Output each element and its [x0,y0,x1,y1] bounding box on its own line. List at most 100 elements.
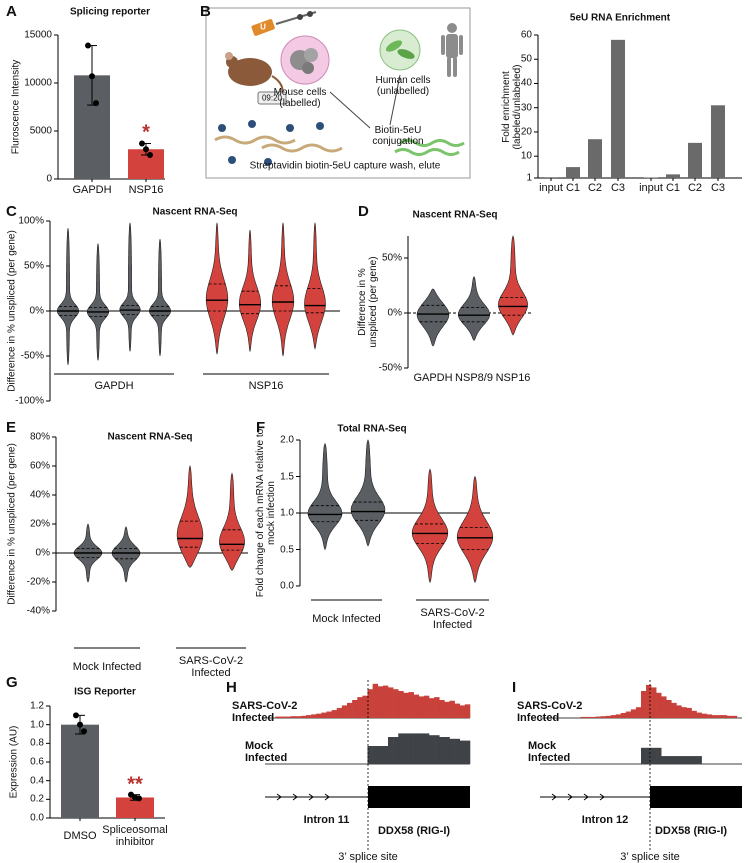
coverage-bin [326,711,332,718]
violin [205,222,229,355]
x-tick-label: DMSO [63,830,97,842]
panel-letter: A [6,3,17,20]
coverage-bin [721,715,728,718]
violin [271,222,295,357]
coverage-bin [300,715,307,718]
rna-strands [214,135,465,156]
strand-arrow [292,793,298,801]
panel-letter: H [226,679,237,696]
y-tick-label: 20% [29,518,50,530]
coverage-bin [681,756,687,764]
coverage-bin [726,715,733,718]
chart-title: Nascent RNA-Seq [152,206,238,218]
coverage-bin [620,712,627,718]
coverage-bin [666,756,672,764]
schematic-label: Biotin-5eU conjugation [372,125,424,147]
violin [148,238,172,357]
coverage-bin [646,684,652,718]
y-tick-label: 40% [29,489,50,501]
panel-letter: G [6,674,18,691]
y-tick-label: 0.0 [280,580,294,592]
coverage-bin [641,747,647,764]
y-axis-label: Fluroscence Intensity [10,59,22,155]
significance-mark: * [142,121,150,144]
y-axis-label: Difference in % unspliced (per gene) [357,256,379,348]
splice-site-label: 3’ splice site [620,851,680,863]
y-axis-label: Fold enrichment (labeled/unlabeled) [501,64,523,150]
y-axis-label: Expression (AU) [8,725,20,799]
coverage-bin [341,705,348,718]
coverage-bin [372,683,379,718]
x-tick-label: C3 [710,182,726,194]
y-tick-label: 60% [29,460,50,472]
y-tick-label: 0% [35,547,50,559]
coverage-bin [706,714,712,718]
exon-label: DDX58 (RIG-I) [377,825,451,837]
coverage-bin [661,756,667,764]
strand-arrow [551,793,557,801]
coverage-bin [357,697,363,718]
data-point [89,73,95,80]
violin [350,439,386,547]
beads [218,120,324,166]
coverage-bin [408,692,414,718]
y-tick-label: 50% [381,252,402,264]
coverage-bin [377,746,384,764]
coverage-bin [439,737,445,764]
intron-label: Intron 12 [581,814,629,826]
y-tick-label: -100% [15,395,44,407]
coverage-bin [459,740,466,764]
coverage-bin [635,707,642,718]
strand-arrow [308,793,314,801]
coverage-bin [454,738,461,764]
coverage-bin [398,691,404,718]
y-axis-label: Difference in % unspliced (per gene) [6,443,18,605]
coverage-bin [711,715,718,718]
coverage-bin [285,716,291,718]
strand-arrow [567,793,573,801]
coverage-bin [316,713,322,718]
coverage-bin [382,685,389,718]
x-tick-label: NSP16 [495,372,531,384]
y-tick-label: 1.0 [30,719,44,731]
strand-arrow [324,793,330,801]
y-tick-label: 30 [520,102,532,114]
x-tick-label: input [639,182,663,194]
coverage-bin [393,689,399,718]
y-tick-label: 0 [46,173,52,185]
schematic-label: Mouse cells (labelled) [273,87,327,109]
y-tick-label: 0% [387,307,402,319]
coverage-bin [696,756,702,764]
group-label: NSP16 [248,380,284,392]
y-tick-label: 100% [18,215,44,227]
bar [588,139,602,178]
bar [544,177,558,178]
y-tick-label: 1 [526,172,532,184]
coverage-bin [585,716,591,718]
coverage-bin [295,716,302,718]
coverage-bin [686,756,692,764]
x-tick-label: NSP16 [128,184,164,196]
coverage-bin [691,756,697,764]
violin [239,229,261,352]
splice-site-label: 3’ splice site [338,851,398,863]
y-tick-label: 40 [520,77,532,89]
coverage-bin [701,713,707,718]
coverage-bin [423,733,430,764]
coverage-bin [434,697,440,718]
data-point [77,721,83,728]
coverage-bin [403,692,409,718]
y-axis-label: Difference in % unspliced (per gene) [6,230,18,392]
exon-box [368,786,470,808]
coverage-bin [388,687,394,718]
data-point [143,146,149,153]
tube-icon [251,11,317,36]
coverage-bin [413,694,420,718]
y-tick-label: 0.5 [280,544,294,555]
group-label: SARS-CoV-2 Infected [178,655,244,679]
arrow [389,74,401,126]
intron-label: Intron 11 [303,814,350,826]
coverage-bin [656,747,662,764]
